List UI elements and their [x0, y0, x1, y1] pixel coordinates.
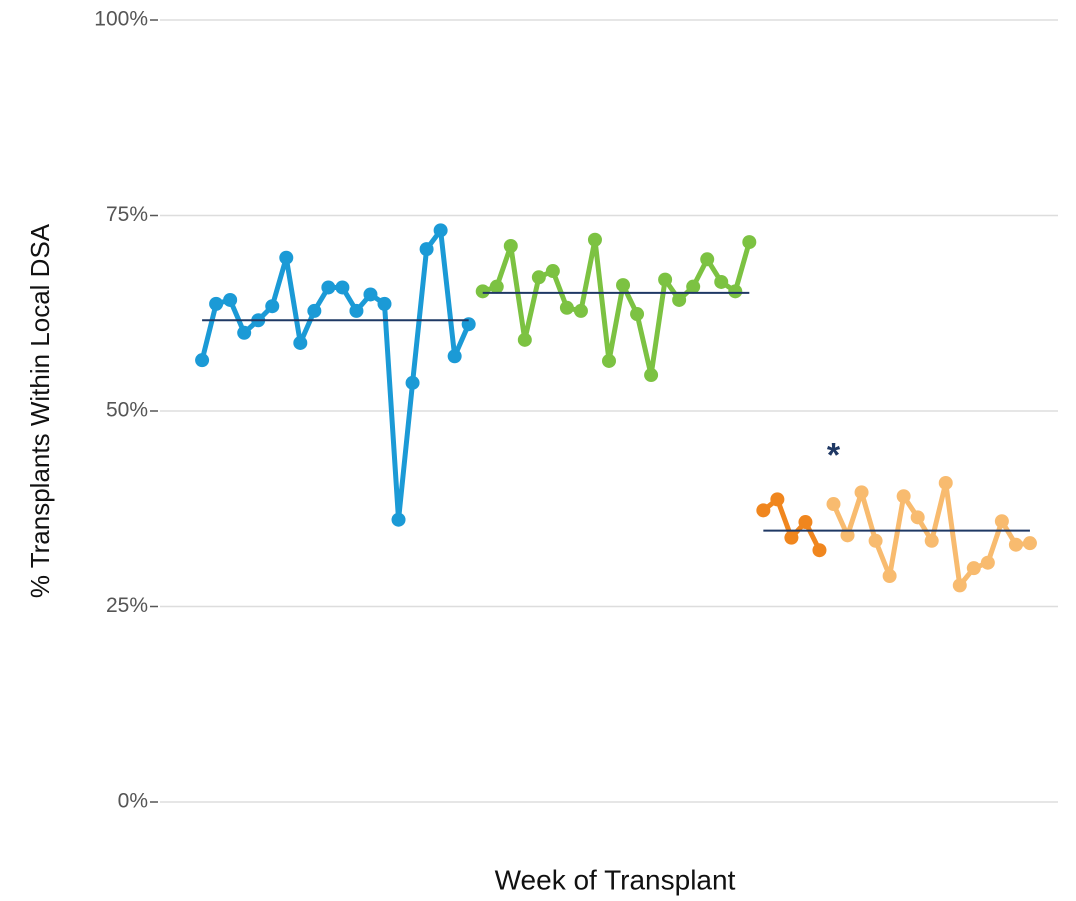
data-point — [209, 296, 224, 311]
data-point — [377, 296, 392, 311]
data-point — [559, 300, 574, 315]
y-tick-label: 0% — [118, 790, 148, 813]
data-point — [742, 235, 757, 250]
data-point — [293, 335, 308, 350]
data-point — [896, 489, 911, 504]
y-tick-label: 50% — [106, 399, 148, 422]
data-point — [770, 492, 785, 507]
data-point — [854, 485, 869, 500]
data-point — [545, 264, 560, 279]
data-point — [349, 303, 364, 318]
data-point — [756, 503, 771, 518]
data-point — [910, 510, 925, 525]
x-axis-title: Week of Transplant — [495, 864, 736, 895]
data-point — [433, 223, 448, 238]
data-point — [195, 353, 210, 368]
y-tick-label: 25% — [106, 594, 148, 617]
data-point — [952, 578, 967, 593]
data-point — [868, 533, 883, 548]
data-point — [391, 512, 406, 527]
data-point — [728, 284, 743, 299]
y-tick-label: 100% — [94, 8, 148, 31]
data-point — [840, 528, 855, 543]
data-point — [644, 368, 659, 383]
data-point — [419, 242, 434, 257]
data-point — [307, 303, 322, 318]
data-point — [686, 279, 701, 294]
data-point — [980, 555, 995, 570]
data-point — [798, 515, 813, 530]
data-point — [489, 279, 504, 294]
data-point — [573, 303, 588, 318]
data-point — [503, 238, 518, 253]
data-point — [587, 232, 602, 247]
data-point — [938, 475, 953, 490]
data-point — [1008, 537, 1023, 552]
data-point — [447, 349, 462, 364]
data-point — [223, 292, 238, 307]
data-point — [994, 514, 1009, 529]
data-point — [517, 332, 532, 347]
data-point — [966, 561, 981, 576]
data-point — [279, 250, 294, 265]
data-point — [321, 280, 336, 295]
data-point — [237, 325, 252, 340]
data-point — [672, 292, 687, 307]
series-line — [199, 227, 471, 523]
data-point — [531, 270, 546, 285]
data-point — [405, 375, 420, 390]
data-point — [630, 307, 645, 322]
data-point — [700, 252, 715, 267]
data-point — [784, 530, 799, 545]
data-point — [826, 497, 841, 512]
data-point — [363, 287, 378, 302]
data-point — [812, 543, 827, 558]
data-point — [602, 353, 616, 368]
data-point — [658, 272, 673, 287]
data-point — [475, 284, 490, 299]
data-point — [714, 274, 729, 289]
data-point — [1022, 536, 1037, 551]
data-point — [265, 299, 280, 314]
y-axis-title: % Transplants Within Local DSA — [25, 223, 55, 598]
annotation: * — [827, 437, 841, 475]
data-point — [924, 533, 939, 548]
data-point — [616, 278, 631, 293]
data-point — [882, 569, 897, 584]
y-tick-label: 75% — [106, 203, 148, 226]
data-point — [335, 280, 350, 295]
